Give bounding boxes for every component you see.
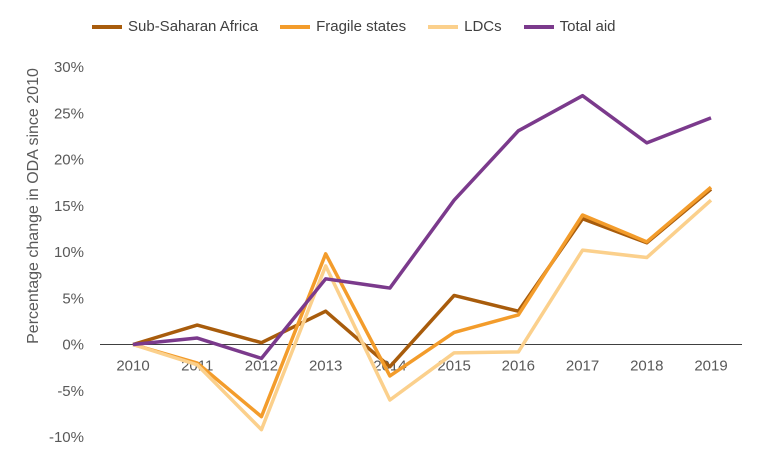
y-tick-label: 5% bbox=[62, 290, 84, 307]
x-tick-label: 2016 bbox=[502, 358, 535, 375]
x-tick-label: 2010 bbox=[116, 358, 149, 375]
y-axis-ticks: 30% 25% 20% 15% 10% 5% 0% -5% -10% bbox=[49, 59, 84, 446]
y-tick-label: 20% bbox=[54, 152, 84, 169]
legend-item-fragile-states: Fragile states bbox=[280, 18, 406, 35]
series-line-fragile-states bbox=[132, 185, 713, 419]
legend-label: LDCs bbox=[464, 18, 502, 35]
x-tick-label: 2018 bbox=[630, 358, 663, 375]
y-tick-label: 10% bbox=[54, 244, 84, 261]
legend-item-total-aid: Total aid bbox=[523, 18, 616, 35]
y-tick-label: -10% bbox=[49, 429, 84, 446]
legend-item-sub-saharan-africa: Sub-Saharan Africa bbox=[92, 18, 258, 35]
legend-swatch bbox=[428, 24, 459, 29]
legend-item-ldcs: LDCs bbox=[428, 18, 502, 35]
legend-label: Sub-Saharan Africa bbox=[128, 18, 259, 35]
series-line-sub-saharan-africa bbox=[132, 187, 713, 369]
y-tick-label: 15% bbox=[54, 198, 84, 215]
x-tick-label: 2013 bbox=[309, 358, 342, 375]
y-tick-label: 30% bbox=[54, 59, 84, 76]
legend-label: Total aid bbox=[559, 18, 616, 35]
y-tick-label: -5% bbox=[57, 383, 84, 400]
y-axis-label: Percentage change in ODA since 2010 bbox=[25, 68, 42, 344]
legend: Sub-Saharan Africa Fragile states LDCs T… bbox=[92, 18, 638, 35]
x-tick-label: 2019 bbox=[694, 358, 727, 375]
y-tick-label: 25% bbox=[54, 105, 84, 122]
x-tick-label: 2017 bbox=[566, 358, 599, 375]
legend-swatch bbox=[92, 24, 122, 29]
legend-label: Fragile states bbox=[316, 18, 407, 35]
series-line-total-aid bbox=[132, 93, 712, 361]
series-line-ldcs bbox=[132, 198, 713, 432]
x-tick-label: 2015 bbox=[437, 358, 470, 375]
y-tick-label: 0% bbox=[62, 337, 84, 354]
x-tick-label: 2012 bbox=[245, 358, 278, 375]
series-lines bbox=[132, 93, 713, 432]
legend-swatch bbox=[280, 24, 311, 29]
legend-swatch bbox=[523, 24, 554, 29]
